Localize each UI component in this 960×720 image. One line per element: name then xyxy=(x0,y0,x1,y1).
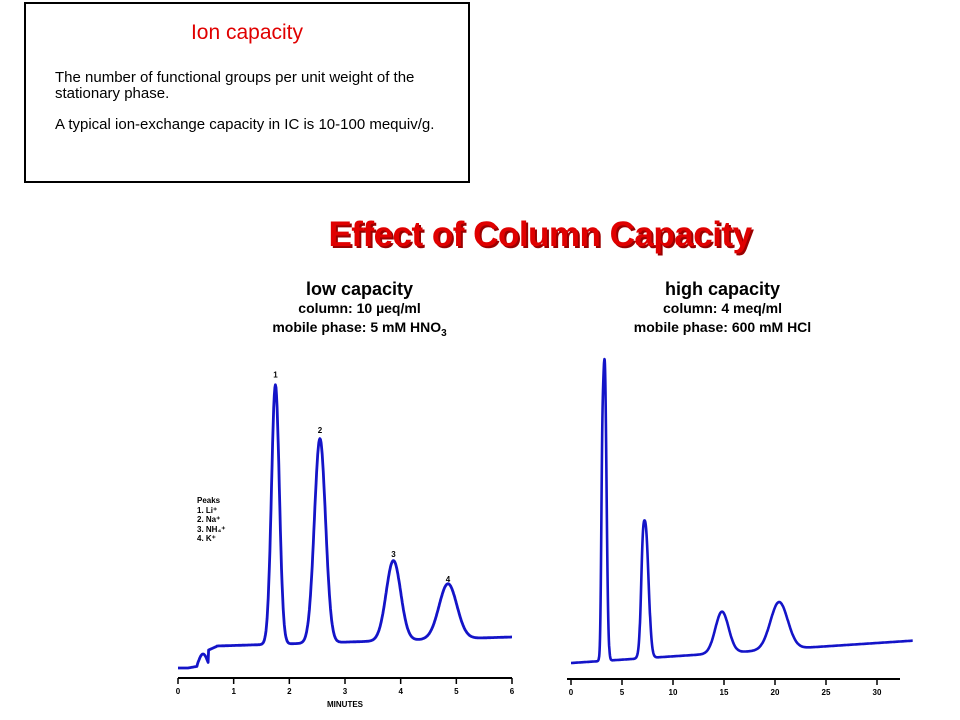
low-mobile-phase-text: mobile phase: 5 mM HNO xyxy=(272,319,442,335)
low-capacity-x-tick-label: 6 xyxy=(510,687,515,696)
low-capacity-x-axis-label: MINUTES xyxy=(327,700,364,709)
low-capacity-x-tick-label: 1 xyxy=(231,687,236,696)
legend-entry: 4. K⁺ xyxy=(197,534,216,543)
legend-title: Peaks xyxy=(197,496,221,505)
low-capacity-peak-label: 2 xyxy=(318,426,323,435)
low-capacity-mobile-phase: mobile phase: 5 mM HNO3 xyxy=(227,318,492,343)
high-capacity-header: high capacity column: 4 meq/ml mobile ph… xyxy=(590,279,855,337)
high-capacity-mobile-phase: mobile phase: 600 mM HCl xyxy=(633,319,812,335)
high-capacity-x-tick-label: 20 xyxy=(771,688,780,697)
legend-entry: 2. Na⁺ xyxy=(197,515,221,524)
definition-text: The number of functional groups per unit… xyxy=(55,69,415,102)
high-capacity-x-tick-label: 5 xyxy=(620,688,625,697)
high-capacity-trace xyxy=(569,357,914,665)
low-capacity-peak-label: 4 xyxy=(446,575,451,584)
high-capacity-x-tick-label: 10 xyxy=(669,688,678,697)
low-mobile-phase-subscript: 3 xyxy=(441,327,447,339)
low-capacity-column: column: 10 µeq/ml xyxy=(298,300,421,316)
peaks-legend: Peaks 1. Li⁺ 2. Na⁺ 3. NH₄⁺ 4. K⁺ xyxy=(197,496,225,544)
high-capacity-column: column: 4 meq/ml xyxy=(662,300,783,316)
legend-entry: 3. NH₄⁺ xyxy=(197,524,226,534)
low-capacity-x-tick-label: 0 xyxy=(176,687,181,696)
low-capacity-x-tick-label: 3 xyxy=(343,687,348,696)
low-capacity-trace xyxy=(177,383,513,670)
high-capacity-x-tick-label: 30 xyxy=(873,688,882,697)
definition-box: Ion capacity The number of functional gr… xyxy=(24,2,470,183)
high-capacity-x-tick-label: 15 xyxy=(720,688,729,697)
low-capacity-header: low capacity column: 10 µeq/ml mobile ph… xyxy=(227,279,492,343)
high-capacity-x-tick-label: 0 xyxy=(569,688,574,697)
high-capacity-x-tick-label: 25 xyxy=(822,688,831,697)
low-capacity-peak-label: 3 xyxy=(391,550,396,559)
low-capacity-peak-label: 1 xyxy=(273,371,278,380)
definition-example: A typical ion-exchange capacity in IC is… xyxy=(55,116,435,133)
definition-title: Ion capacity xyxy=(190,21,304,44)
low-capacity-subtitle: low capacity xyxy=(305,279,414,299)
main-title: Effect of Column Capacity xyxy=(328,215,752,254)
low-capacity-x-tick-label: 4 xyxy=(398,687,403,696)
low-capacity-x-tick-label: 5 xyxy=(454,687,459,696)
high-capacity-subtitle: high capacity xyxy=(664,279,781,299)
low-capacity-x-tick-label: 2 xyxy=(287,687,292,696)
legend-entry: 1. Li⁺ xyxy=(197,505,218,515)
